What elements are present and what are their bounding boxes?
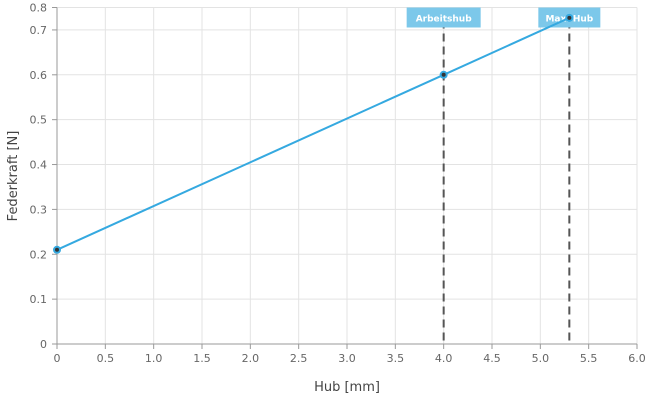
- data-point-center: [441, 72, 446, 77]
- y-tick-label: 0.8: [30, 2, 48, 15]
- marker-label: Arbeitshub: [416, 15, 473, 25]
- y-tick-label: 0.5: [30, 114, 48, 127]
- x-tick-label: 2.0: [242, 352, 260, 365]
- data-point-center: [567, 15, 572, 20]
- x-tick-label: 4.5: [483, 352, 501, 365]
- marker-label-box: [406, 7, 481, 28]
- y-tick-label: 0.3: [30, 203, 48, 216]
- x-tick-label: 3.0: [338, 352, 356, 365]
- x-tick-label: 1.5: [193, 352, 211, 365]
- y-axis-label: Federkraft [N]: [6, 131, 21, 222]
- x-tick-label: 2.5: [290, 352, 308, 365]
- y-tick-label: 0.6: [30, 69, 48, 82]
- x-tick-label: 5.5: [580, 352, 598, 365]
- y-tick-label: 0: [40, 338, 47, 351]
- x-tick-label: 4.0: [435, 352, 453, 365]
- x-tick-label: 5.0: [532, 352, 550, 365]
- x-tick-label: 0: [54, 352, 61, 365]
- x-axis-label: Hub [mm]: [314, 380, 380, 395]
- x-tick-label: 6.0: [628, 352, 646, 365]
- y-tick-label: 0.1: [30, 293, 48, 306]
- x-tick-label: 0.5: [97, 352, 115, 365]
- y-tick-label: 0.4: [30, 159, 48, 172]
- data-point-center: [55, 247, 59, 252]
- y-tick-label: 0.7: [30, 24, 48, 37]
- x-tick-label: 3.5: [387, 352, 405, 365]
- x-tick-label: 1.0: [145, 352, 163, 365]
- y-tick-label: 0.2: [30, 248, 48, 261]
